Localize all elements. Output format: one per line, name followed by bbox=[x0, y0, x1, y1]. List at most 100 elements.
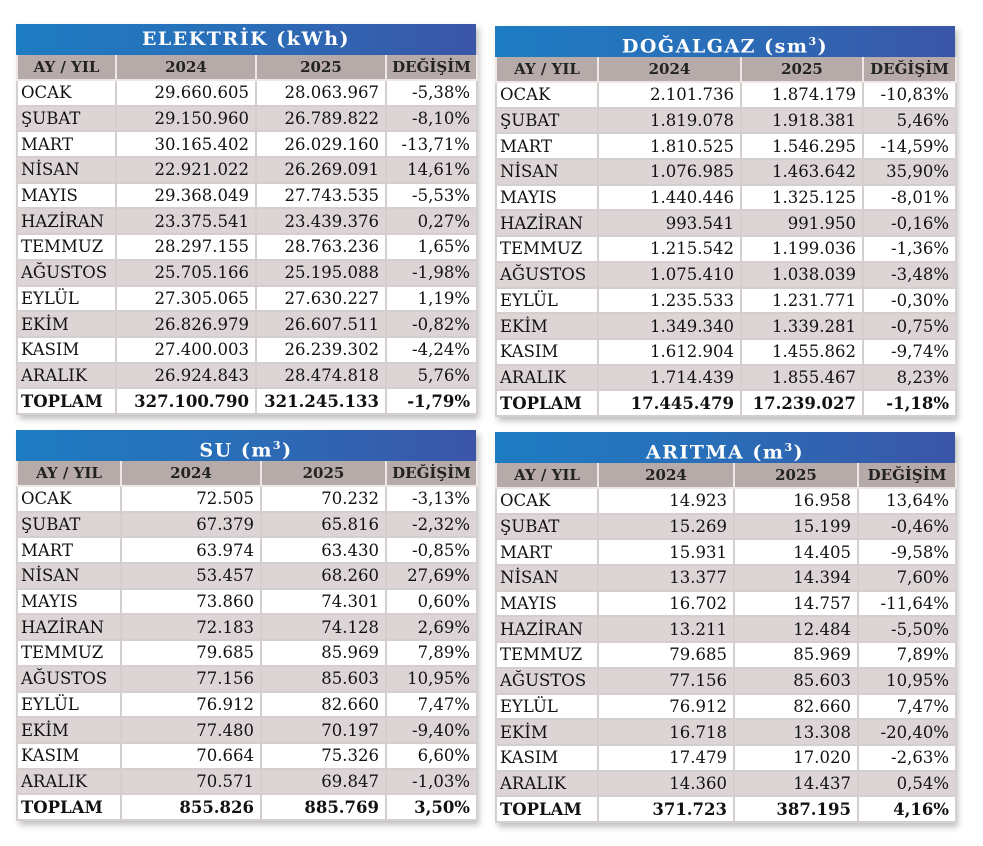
table-row: ŞUBAT 67.379 65.816 -2,32% bbox=[16, 510, 478, 539]
value-2024-cell: 77.480 bbox=[120, 716, 262, 744]
change-cell: -1,03% bbox=[385, 767, 478, 796]
value-2024-cell: 371.723 bbox=[597, 795, 735, 823]
value-2024-cell: 993.541 bbox=[597, 209, 742, 238]
month-cell: TOPLAM bbox=[16, 387, 117, 415]
month-cell: ARALIK bbox=[16, 767, 122, 796]
table-row: HAZİRAN 23.375.541 23.439.376 0,27% bbox=[16, 207, 478, 236]
change-cell: -0,46% bbox=[857, 512, 957, 541]
value-2025-cell: 70.232 bbox=[260, 485, 387, 513]
column-header-change: DEĞİŞİM bbox=[857, 463, 957, 489]
month-cell: HAZİRAN bbox=[16, 207, 117, 236]
value-2024-cell: 26.924.843 bbox=[115, 361, 257, 390]
value-2024-cell: 26.826.979 bbox=[115, 310, 257, 338]
value-2025-cell: 1.199.036 bbox=[740, 235, 864, 263]
table-row: KASIM 1.612.904 1.455.862 -9,74% bbox=[495, 337, 957, 366]
table-row: EKİM 1.349.340 1.339.281 -0,75% bbox=[495, 312, 957, 340]
change-cell: 7,47% bbox=[385, 690, 478, 719]
month-cell: KASIM bbox=[495, 337, 599, 366]
table-row: HAZİRAN 13.211 12.484 -5,50% bbox=[495, 615, 957, 644]
month-cell: OCAK bbox=[16, 485, 122, 513]
month-cell: NİSAN bbox=[495, 564, 599, 592]
value-2025-cell: 65.816 bbox=[260, 510, 387, 539]
column-header-y2025: 2025 bbox=[260, 461, 387, 487]
month-cell: ARALIK bbox=[495, 363, 599, 392]
month-cell: HAZİRAN bbox=[495, 209, 599, 238]
change-cell: -9,74% bbox=[862, 337, 957, 366]
value-2025-cell: 12.484 bbox=[733, 615, 859, 644]
change-cell: 8,23% bbox=[862, 363, 957, 392]
table-row: EKİM 26.826.979 26.607.511 -0,82% bbox=[16, 310, 478, 338]
value-2024-cell: 29.368.049 bbox=[115, 181, 257, 210]
value-2025-cell: 14.437 bbox=[733, 769, 859, 798]
value-2025-cell: 27.630.227 bbox=[255, 284, 387, 313]
change-cell: -3,48% bbox=[862, 260, 957, 289]
value-2025-cell: 885.769 bbox=[260, 793, 387, 821]
value-2025-cell: 387.195 bbox=[733, 795, 859, 823]
value-2025-cell: 82.660 bbox=[733, 692, 859, 721]
month-cell: MAYIS bbox=[495, 589, 599, 618]
value-2024-cell: 27.305.065 bbox=[115, 284, 257, 313]
value-2024-cell: 73.860 bbox=[120, 587, 262, 616]
value-2024-cell: 1.075.410 bbox=[597, 260, 742, 289]
change-cell: 0,27% bbox=[385, 207, 478, 236]
change-cell: -5,38% bbox=[385, 79, 478, 107]
month-cell: OCAK bbox=[495, 81, 599, 109]
change-cell: 10,95% bbox=[857, 666, 957, 695]
change-cell: 7,89% bbox=[857, 641, 957, 669]
change-cell: 4,16% bbox=[857, 795, 957, 823]
aritma-table-title: ARITMA (m3) bbox=[495, 432, 955, 463]
change-cell: 7,47% bbox=[857, 692, 957, 721]
value-2025-cell: 28.763.236 bbox=[255, 233, 387, 261]
header-row: AY / YIL 2024 2025 DEĞİŞİM bbox=[16, 461, 478, 487]
value-2024-cell: 76.912 bbox=[120, 690, 262, 719]
su-data-table: AY / YIL 2024 2025 DEĞİŞİM OCAK 72.505 70.232-… bbox=[16, 461, 478, 821]
change-cell: -8,01% bbox=[862, 183, 957, 212]
change-cell: -9,58% bbox=[857, 538, 957, 567]
value-2024-cell: 15.931 bbox=[597, 538, 735, 567]
change-cell: 0,54% bbox=[857, 769, 957, 798]
header-row: AY / YIL 2024 2025 DEĞİŞİM bbox=[495, 57, 957, 83]
value-2024-cell: 29.150.960 bbox=[115, 104, 257, 133]
change-cell: -13,71% bbox=[385, 130, 478, 159]
value-2024-cell: 70.664 bbox=[120, 741, 262, 770]
column-header-y2024: 2024 bbox=[597, 463, 735, 489]
month-cell: KASIM bbox=[16, 335, 117, 364]
value-2025-cell: 75.326 bbox=[260, 741, 387, 770]
table-row: HAZİRAN 993.541 991.950 -0,16% bbox=[495, 209, 957, 238]
table-row: NİSAN 53.457 68.260 27,69% bbox=[16, 562, 478, 590]
value-2024-cell: 327.100.790 bbox=[115, 387, 257, 415]
month-cell: EYLÜL bbox=[495, 692, 599, 721]
month-cell: EKİM bbox=[16, 716, 122, 744]
month-cell: EKİM bbox=[495, 312, 599, 340]
dogalgaz-table-title: DOĞALGAZ (sm3) bbox=[495, 26, 955, 57]
table-row: MART 30.165.402 26.029.160 -13,71% bbox=[16, 130, 478, 159]
value-2025-cell: 63.430 bbox=[260, 536, 387, 565]
value-2024-cell: 22.921.022 bbox=[115, 156, 257, 184]
month-cell: NİSAN bbox=[16, 562, 122, 590]
value-2025-cell: 28.474.818 bbox=[255, 361, 387, 390]
table-row: MAYIS 73.860 74.301 0,60% bbox=[16, 587, 478, 616]
table-row: MART 63.974 63.430 -0,85% bbox=[16, 536, 478, 565]
change-cell: -10,83% bbox=[862, 81, 957, 109]
month-cell: KASIM bbox=[16, 741, 122, 770]
value-2024-cell: 855.826 bbox=[120, 793, 262, 821]
table-row: TEMMUZ 1.215.542 1.199.036 -1,36% bbox=[495, 235, 957, 263]
value-2025-cell: 1.546.295 bbox=[740, 132, 864, 161]
change-cell: 10,95% bbox=[385, 664, 478, 693]
table-row: EKİM 16.718 13.308 -20,40% bbox=[495, 718, 957, 746]
change-cell: -0,85% bbox=[385, 536, 478, 565]
column-header-month: AY / YIL bbox=[16, 461, 122, 487]
column-header-y2024: 2024 bbox=[120, 461, 262, 487]
value-2025-cell: 85.969 bbox=[733, 641, 859, 669]
elektrik-data-table: AY / YIL 2024 2025 DEĞİŞİM OCAK 29.660.605 28.… bbox=[16, 55, 478, 415]
value-2024-cell: 30.165.402 bbox=[115, 130, 257, 159]
value-2025-cell: 14.405 bbox=[733, 538, 859, 567]
total-row: TOPLAM 855.826 885.769 3,50% bbox=[16, 793, 478, 821]
table-row: EYLÜL 1.235.533 1.231.771 -0,30% bbox=[495, 286, 957, 315]
month-cell: EYLÜL bbox=[16, 284, 117, 313]
value-2024-cell: 70.571 bbox=[120, 767, 262, 796]
value-2024-cell: 77.156 bbox=[120, 664, 262, 693]
month-cell: TEMMUZ bbox=[16, 233, 117, 261]
table-row: AĞUSTOS 25.705.166 25.195.088 -1,98% bbox=[16, 258, 478, 287]
title-unit-exponent: 3 bbox=[808, 35, 818, 48]
